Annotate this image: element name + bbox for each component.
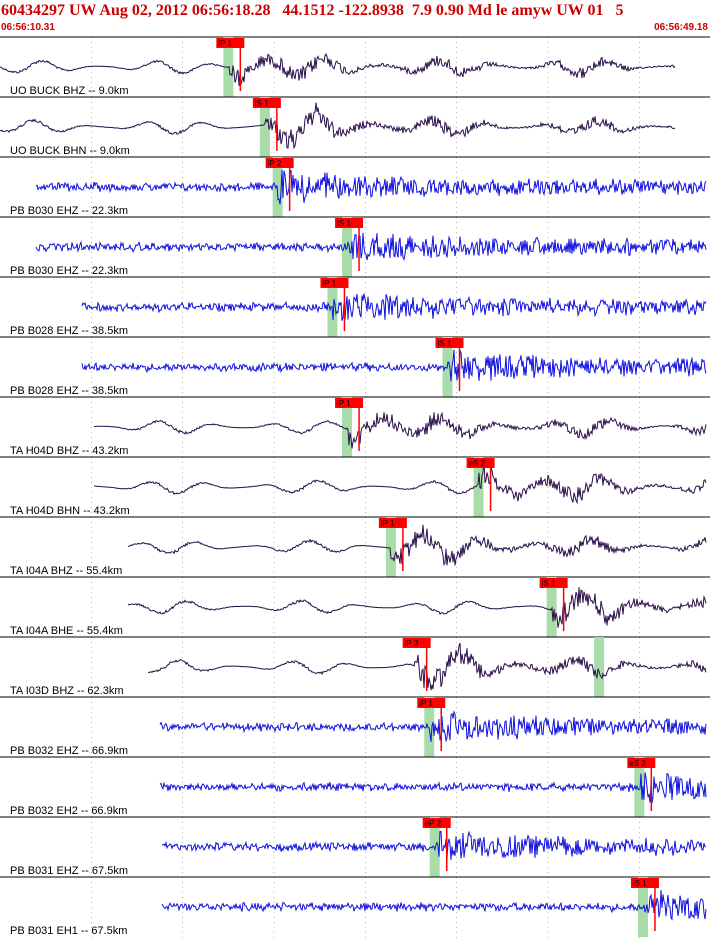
station-label: PB B030 EHZ -- 22.3km xyxy=(10,265,128,277)
pick-label: iS 1 xyxy=(542,579,556,588)
waveform xyxy=(159,710,707,743)
pick-flag xyxy=(422,818,451,828)
station-label: TA I04A BHZ -- 55.4km xyxy=(10,565,122,577)
pick-flag xyxy=(627,758,656,768)
station-label: PB B028 EHZ -- 38.5km xyxy=(10,325,128,337)
waveform xyxy=(81,293,707,321)
pick-label: eP 2 xyxy=(425,819,442,828)
pick-window xyxy=(594,637,605,697)
waveform xyxy=(161,830,707,860)
trace-panel: iS 1 UO BUCK BHN -- 9.0km xyxy=(0,96,710,157)
station-label: UO BUCK BHN -- 9.0km xyxy=(10,145,130,157)
pick-window xyxy=(424,697,435,757)
station-label: PB B030 EHZ -- 22.3km xyxy=(10,205,128,217)
waveform xyxy=(0,53,676,86)
pick-label: iS 1 xyxy=(438,339,452,348)
pick-window xyxy=(634,757,645,817)
trace-panel: iP 1 TA I04A BHZ -- 55.4km xyxy=(0,516,710,577)
pick-flag xyxy=(417,698,446,708)
pick-flag xyxy=(466,458,495,468)
pick-label: iP 1 xyxy=(322,279,336,288)
trace-panel: iS 1 TA I04A BHE -- 55.4km xyxy=(0,576,710,637)
waveform xyxy=(127,587,707,628)
pick-window xyxy=(429,817,440,877)
pick-label: eS 2 xyxy=(469,459,486,468)
waveform xyxy=(127,524,707,566)
waveform xyxy=(0,102,676,150)
pick-flag xyxy=(320,278,349,288)
trace-panel: eS 2 PB B032 EH2 -- 66.9km xyxy=(0,756,710,817)
pick-flag xyxy=(335,398,364,408)
waveform xyxy=(159,772,707,804)
pick-window xyxy=(473,457,484,517)
station-label: PB B031 EHZ -- 67.5km xyxy=(10,865,128,877)
pick-label: iS 1 xyxy=(337,219,351,228)
pick-window xyxy=(546,577,557,637)
trace-panel: iP 1 TA H04D BHZ -- 43.2km xyxy=(0,396,710,457)
pick-label: iP 1 xyxy=(419,699,433,708)
trace-panel: eP 2 PB B031 EHZ -- 67.5km xyxy=(0,816,710,877)
station-label: TA I03D BHZ -- 62.3km xyxy=(10,685,124,697)
waveform xyxy=(161,889,707,921)
pick-label: iS 1 xyxy=(255,99,269,108)
trace-panel: eS 2 TA H04D BHN -- 43.2km xyxy=(0,456,710,517)
pick-flag xyxy=(252,98,281,108)
pick-flag xyxy=(335,218,364,228)
waveform xyxy=(93,411,707,449)
station-label: UO BUCK BHZ -- 9.0km xyxy=(10,85,129,97)
station-label: TA H04D BHN -- 43.2km xyxy=(10,505,130,517)
pick-label: iP 1 xyxy=(218,39,232,48)
trace-panel: iS 1 PB B030 EHZ -- 22.3km xyxy=(0,216,710,277)
pick-flag xyxy=(265,158,294,168)
station-label: PB B032 EH2 -- 66.9km xyxy=(10,805,127,817)
pick-label: iP 1 xyxy=(337,399,351,408)
trace-panel: iS 1 PB B031 EH1 -- 67.5km xyxy=(0,876,710,937)
start-time-label: 06:56:10.31 xyxy=(1,22,55,33)
station-label: TA I04A BHE -- 55.4km xyxy=(10,625,123,637)
pick-label: iP 1 xyxy=(381,519,395,528)
waveform xyxy=(94,459,707,505)
pick-flag xyxy=(435,338,464,348)
station-label: TA H04D BHZ -- 43.2km xyxy=(10,445,128,457)
station-label: PB B031 EH1 -- 67.5km xyxy=(10,925,127,937)
end-time-label: 06:56:49.18 xyxy=(654,22,708,33)
pick-window xyxy=(342,397,353,457)
waveform xyxy=(35,232,707,261)
pick-label: iP 2 xyxy=(268,159,282,168)
pick-flag xyxy=(539,578,568,588)
pick-flag xyxy=(402,638,431,648)
pick-label: eS 2 xyxy=(629,759,646,768)
pick-flag xyxy=(630,878,659,888)
pick-flag xyxy=(378,518,407,528)
trace-panel: iP 1 UO BUCK BHZ -- 9.0km xyxy=(0,36,710,97)
event-header: 60434297 UW Aug 02, 2012 06:56:18.28 44.… xyxy=(1,2,624,19)
station-label: PB B032 EHZ -- 66.9km xyxy=(10,745,128,757)
trace-panel: iP 1 PB B028 EHZ -- 38.5km xyxy=(0,276,710,337)
pick-window xyxy=(385,517,396,577)
pick-label: iP 3 xyxy=(405,639,419,648)
pick-window xyxy=(259,97,270,157)
trace-panel: iS 1 PB B028 EHZ -- 38.5km xyxy=(0,336,710,397)
trace-panel: iP 3 TA I03D BHZ -- 62.3km xyxy=(0,636,710,697)
waveform xyxy=(81,348,707,382)
pick-flag xyxy=(216,38,245,48)
trace-panel: iP 2 PB B030 EHZ -- 22.3km xyxy=(0,156,710,217)
pick-label: iS 1 xyxy=(633,879,647,888)
pick-window xyxy=(272,157,283,217)
trace-panel: iP 1 PB B032 EHZ -- 66.9km xyxy=(0,696,710,757)
waveform xyxy=(35,169,707,205)
station-label: PB B028 EHZ -- 38.5km xyxy=(10,385,128,397)
